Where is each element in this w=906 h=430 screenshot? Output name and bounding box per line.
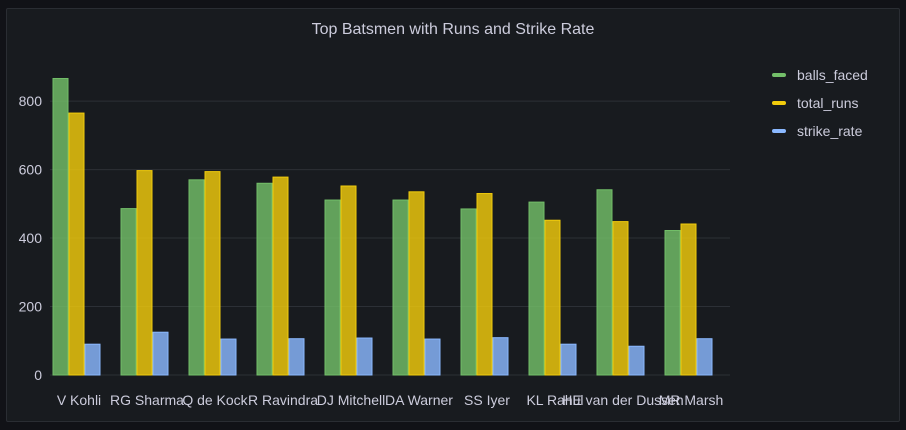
bar-total_runs (136, 170, 153, 376)
bar-strike_rate (492, 337, 509, 376)
y-tick-label: 600 (19, 162, 43, 178)
legend-item-balls_faced[interactable]: balls_faced (772, 61, 868, 89)
bar-balls_faced (256, 182, 273, 376)
bar-total_runs (340, 185, 357, 376)
x-tick-label: DJ Mitchell (317, 392, 385, 408)
legend-label: balls_faced (797, 67, 868, 83)
legend-swatch (772, 101, 786, 105)
x-tick-label: DA Warner (385, 392, 453, 408)
bar-balls_faced (52, 77, 69, 376)
legend-swatch (772, 73, 786, 77)
bar-total_runs (612, 221, 629, 376)
bar-balls_faced (596, 189, 613, 376)
x-tick-label: RG Sharma (110, 392, 184, 408)
bar-strike_rate (152, 331, 169, 376)
chart-title: Top Batsmen with Runs and Strike Rate (311, 21, 595, 38)
bar-total_runs (204, 171, 221, 376)
bar-total_runs (408, 191, 425, 376)
bar-strike_rate (424, 338, 441, 376)
x-tick-label: SS Iyer (464, 392, 510, 408)
x-tick-label: MR Marsh (659, 392, 724, 408)
bar-total_runs (272, 176, 289, 376)
legend-label: total_runs (797, 95, 859, 111)
legend-item-strike_rate[interactable]: strike_rate (772, 117, 868, 145)
x-tick-label: V Kohli (57, 392, 101, 408)
x-tick-label: Q de Kock (182, 392, 248, 408)
bar-balls_faced (664, 230, 681, 376)
bar-total_runs (680, 223, 697, 376)
x-tick-label: HE van der Dussen (562, 392, 683, 408)
legend-label: strike_rate (797, 123, 863, 139)
bar-strike_rate (560, 343, 577, 376)
x-tick-label: R Ravindra (248, 392, 318, 408)
bar-total_runs (544, 219, 561, 376)
bar-balls_faced (188, 179, 205, 376)
y-tick-label: 0 (34, 367, 42, 383)
legend-swatch (772, 129, 786, 133)
bar-balls_faced (324, 199, 341, 376)
y-tick-label: 800 (19, 93, 43, 109)
bar-balls_faced (528, 201, 545, 376)
bar-strike_rate (696, 338, 713, 376)
bar-strike_rate (356, 337, 373, 376)
bar-strike_rate (628, 345, 645, 376)
bar-balls_faced (120, 208, 137, 376)
y-tick-label: 400 (19, 230, 43, 246)
bar-strike_rate (84, 343, 101, 376)
y-tick-label: 200 (19, 299, 43, 315)
bar-balls_faced (392, 199, 409, 376)
bar-total_runs (68, 112, 85, 376)
bar-balls_faced (460, 208, 477, 376)
bar-strike_rate (220, 338, 237, 376)
bar-strike_rate (288, 338, 305, 376)
legend-item-total_runs[interactable]: total_runs (772, 89, 868, 117)
x-tick-label: KL Rahul (526, 392, 583, 408)
chart-legend: balls_faced total_runs strike_rate (772, 61, 868, 145)
bar-total_runs (476, 193, 493, 376)
